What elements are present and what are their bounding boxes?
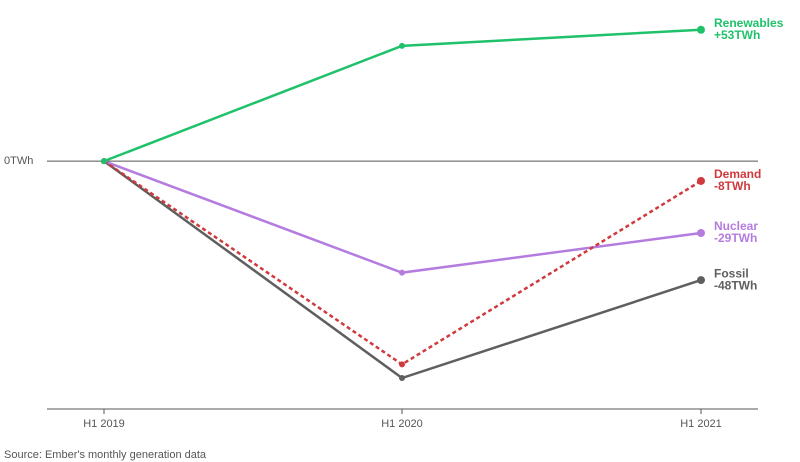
point (399, 42, 405, 49)
x-tick-label: H1 2021 (680, 418, 722, 430)
y-tick-label: 0TWh (4, 155, 33, 167)
point (697, 176, 705, 185)
value-label: -29TWh (714, 231, 757, 245)
x-tick-label: H1 2020 (381, 418, 423, 430)
series-label: Nuclear (714, 219, 758, 233)
point (697, 276, 705, 285)
series-label: Renewables (714, 16, 784, 30)
source-note: Source: Ember's monthly generation data (4, 449, 207, 461)
x-tick-label: H1 2019 (83, 418, 125, 430)
series-label: Demand (714, 167, 761, 181)
point (101, 158, 107, 165)
point (399, 269, 405, 276)
point (399, 361, 405, 368)
point (697, 25, 705, 34)
series-line (103, 159, 702, 274)
value-label: +53TWh (714, 28, 760, 42)
series-line (103, 28, 702, 163)
value-label: -8TWh (714, 179, 751, 193)
series-label: Fossil (714, 266, 749, 280)
point (399, 375, 405, 382)
series-line (103, 160, 702, 366)
value-label: -48TWh (714, 278, 757, 292)
point (697, 229, 705, 238)
